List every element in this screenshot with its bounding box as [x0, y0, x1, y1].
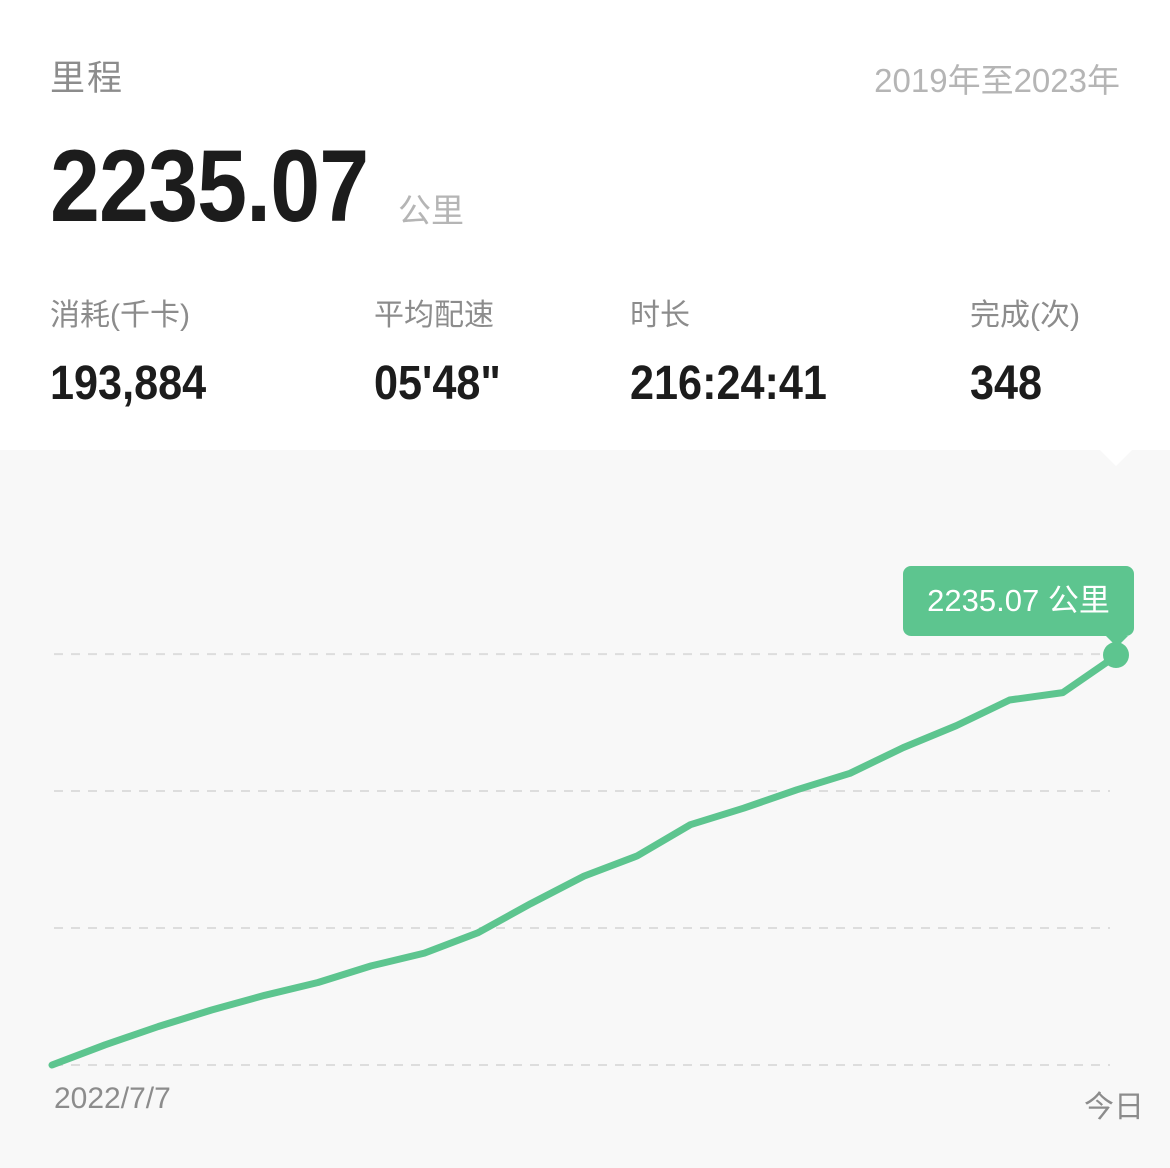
stat-pace: 平均配速 05'48": [374, 290, 515, 411]
stat-completed-label: 完成(次): [970, 299, 1080, 332]
stat-calories-label: 消耗(千卡): [50, 299, 190, 332]
total-distance-unit: 公里: [398, 192, 464, 229]
distance-chart[interactable]: [0, 450, 1170, 1168]
page-title: 里程: [50, 59, 125, 98]
stat-pace-value: 05'48": [374, 357, 501, 410]
chart-tooltip: 2235.07 公里: [903, 566, 1134, 636]
panel-pointer: [1100, 450, 1132, 466]
stat-duration-value: 216:24:41: [630, 357, 827, 410]
chart-tooltip-arrow: [1106, 636, 1128, 647]
stat-duration: 时长 216:24:41: [630, 290, 849, 411]
stat-pace-label: 平均配速: [374, 299, 494, 332]
stat-duration-label: 时长: [630, 299, 690, 332]
date-range[interactable]: 2019年至2023年: [874, 62, 1120, 99]
current-value-point[interactable]: [1103, 642, 1129, 668]
series-line: [48, 651, 1120, 1069]
summary-panel: 里程 2019年至2023年 2235.07 公里 消耗(千卡) 193,884…: [0, 0, 1170, 450]
x-axis-end-label: 今日: [1084, 1091, 1144, 1124]
stat-completed: 完成(次) 348: [970, 290, 1080, 411]
x-axis-start-label: 2022/7/7: [54, 1082, 171, 1115]
stat-calories: 消耗(千卡) 193,884: [50, 290, 224, 411]
total-distance-value: 2235.07: [50, 129, 369, 243]
stat-completed-value: 348: [970, 357, 1043, 410]
stat-calories-value: 193,884: [50, 357, 207, 410]
